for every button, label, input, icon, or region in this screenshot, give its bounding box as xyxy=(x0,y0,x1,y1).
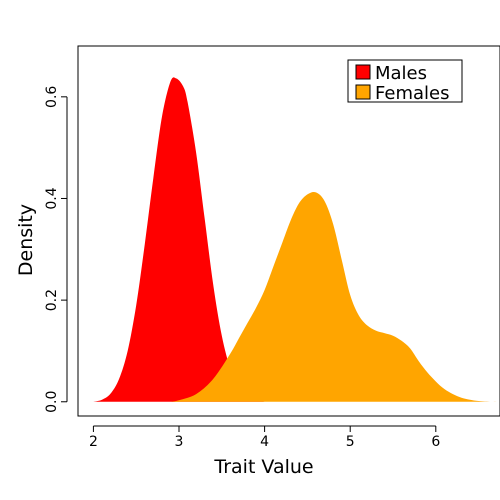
y-axis-title: Density xyxy=(15,204,37,276)
x-tick-label: 3 xyxy=(175,434,184,450)
x-axis: 2 3 4 5 6 xyxy=(89,425,440,450)
x-axis-title: Trait Value xyxy=(213,456,313,478)
legend-swatch-males xyxy=(355,64,371,80)
plot-frame xyxy=(77,45,500,417)
legend-label-females: Females xyxy=(375,83,449,104)
density-area-males xyxy=(93,77,265,402)
legend-swatch-females xyxy=(355,84,371,100)
x-tick-label: 5 xyxy=(346,434,355,450)
legend: Males Females xyxy=(347,59,463,104)
y-axis: 0.0 0.2 0.4 0.6 xyxy=(44,86,68,413)
x-tick-label: 2 xyxy=(89,434,98,450)
x-tick-label: 4 xyxy=(260,434,269,450)
density-area-females xyxy=(170,191,500,402)
y-tick-label: 0.2 xyxy=(44,289,60,311)
y-tick-label: 0.6 xyxy=(44,86,60,108)
y-tick-label: 0.4 xyxy=(44,187,60,209)
x-tick-label: 6 xyxy=(431,434,440,450)
y-tick-label: 0.0 xyxy=(44,391,60,413)
series-layer xyxy=(93,77,500,402)
legend-label-males: Males xyxy=(375,63,427,84)
